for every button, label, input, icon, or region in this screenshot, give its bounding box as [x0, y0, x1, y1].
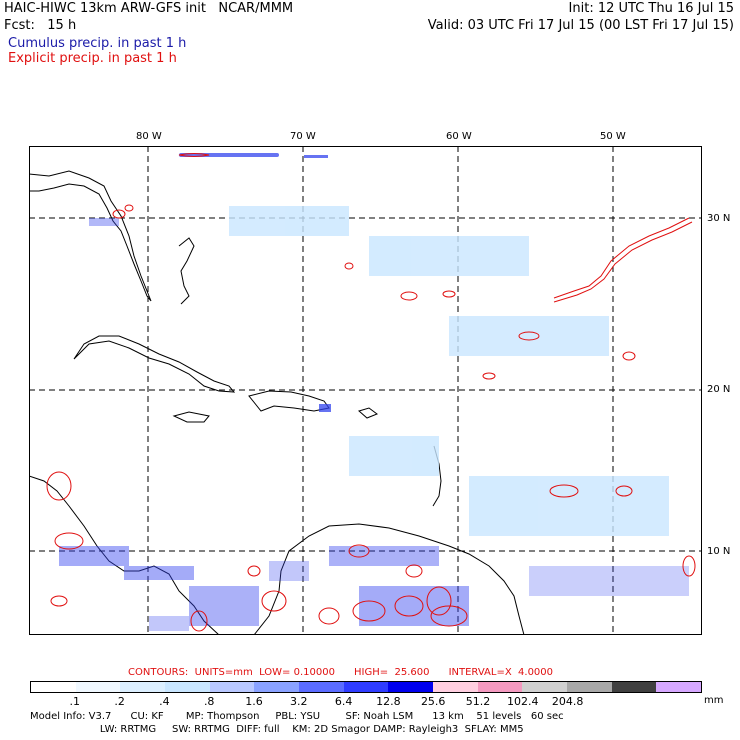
colorbar-label: .2 [114, 695, 125, 708]
colorbar-label: .1 [69, 695, 81, 708]
colorbar-swatch [209, 682, 255, 692]
colorbar-swatch [120, 682, 166, 692]
colorbar-label: 3.2 [290, 695, 308, 708]
forecast-hour: Fcst: 15 h [4, 18, 77, 33]
colorbar-swatch [343, 682, 389, 692]
colorbar-label: .4 [159, 695, 170, 708]
colorbar-swatch [75, 682, 121, 692]
colorbar-label: 1.6 [245, 695, 263, 708]
footer-physics-info: LW: RRTMG SW: RRTMG DIFF: full KM: 2D Sm… [30, 724, 524, 735]
lon-label-70w: 70 W [290, 131, 316, 142]
colorbar-swatch [656, 682, 702, 692]
lon-label-80w: 80 W [136, 131, 162, 142]
colorbar [30, 681, 702, 693]
colorbar-label: 204.8 [551, 695, 584, 708]
explicit-precip [46, 153, 696, 632]
lon-label-50w: 50 W [600, 131, 626, 142]
contour-info: CONTOURS: UNITS=mm LOW= 0.10000 HIGH= 25… [128, 667, 554, 678]
colorbar-swatch [254, 682, 300, 692]
valid-time: Valid: 03 UTC Fri 17 Jul 15 (00 LST Fri … [427, 18, 734, 33]
colorbar-swatch [299, 682, 344, 692]
footer-model-info: Model Info: V3.7 CU: KF MP: Thompson PBL… [30, 711, 564, 722]
colorbar-label: .8 [203, 695, 215, 708]
colorbar-swatch [165, 682, 210, 692]
lon-label-60w: 60 W [446, 131, 472, 142]
cumulus-legend: Cumulus precip. in past 1 h [8, 36, 187, 51]
colorbar-label: 25.6 [420, 695, 446, 708]
explicit-legend: Explicit precip. in past 1 h [8, 51, 177, 66]
colorbar-swatch [522, 682, 568, 692]
coastlines [29, 170, 525, 635]
colorbar-swatch [388, 682, 434, 692]
light-precip [229, 206, 669, 536]
colorbar-swatch [611, 682, 657, 692]
colorbar-label: 6.4 [334, 695, 353, 708]
colorbar-swatch [477, 682, 523, 692]
colorbar-unit: mm [704, 695, 724, 706]
init-time: Init: 12 UTC Thu 16 Jul 15 [568, 1, 734, 16]
colorbar-label: 51.2 [465, 695, 491, 708]
cumulus-precip [59, 153, 689, 631]
colorbar-swatch [433, 682, 478, 692]
lat-label-20n: 20 N [707, 384, 731, 395]
lat-label-10n: 10 N [707, 546, 731, 557]
model-title: HAIC-HIWC 13km ARW-GFS init NCAR/MMM [4, 1, 294, 16]
lat-label-30n: 30 N [707, 213, 731, 224]
colorbar-label: 102.4 [507, 695, 539, 708]
colorbar-swatch [567, 682, 612, 692]
precip-map [29, 146, 702, 635]
colorbar-swatch [31, 682, 76, 692]
colorbar-label: 12.8 [376, 695, 401, 708]
